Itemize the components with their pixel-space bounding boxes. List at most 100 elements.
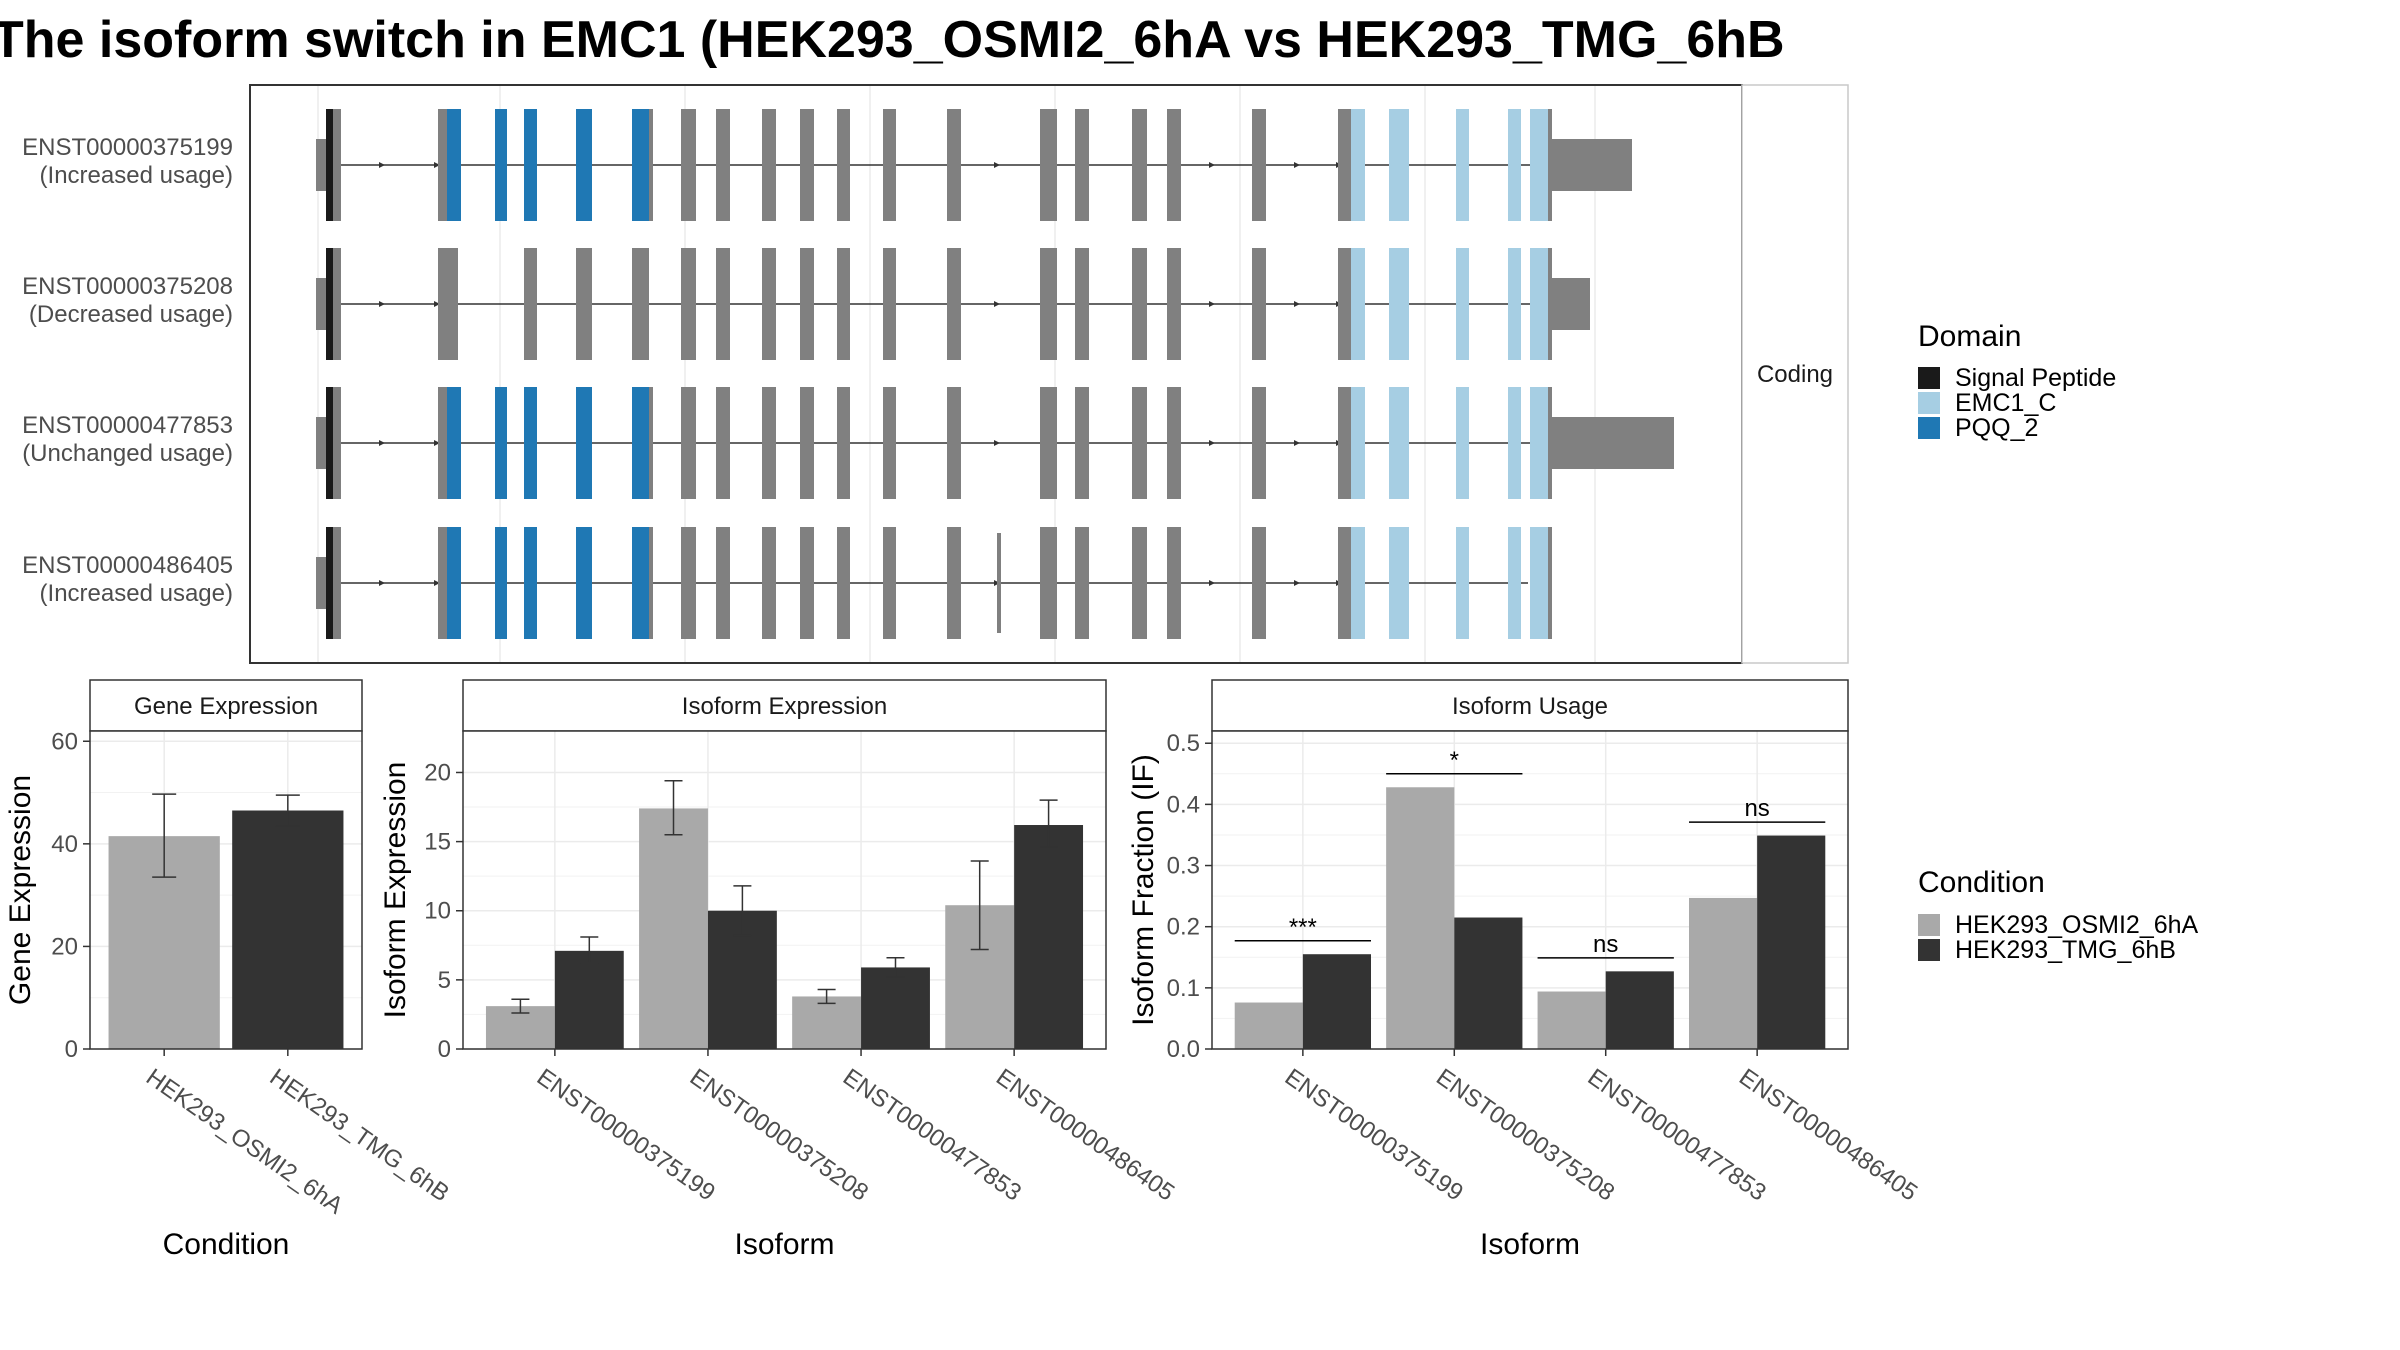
- y-tick-label: 0.1: [1167, 975, 1200, 1002]
- strand-arrow: [434, 162, 440, 168]
- figure-title: The isoform switch in EMC1 (HEK293_OSMI2…: [0, 11, 1785, 69]
- exon-block: [632, 248, 649, 360]
- transcript-row: [316, 527, 1552, 639]
- y-tick-label: 20: [51, 933, 78, 960]
- exon-block: [1040, 387, 1057, 499]
- condition-legend-label: HEK293_TMG_6hB: [1955, 936, 2176, 964]
- bar: [1014, 825, 1084, 1049]
- exon-block: [1548, 387, 1552, 499]
- y-axis-title: Isoform Expression: [379, 762, 412, 1019]
- strand-arrow: [1209, 301, 1215, 307]
- strand-arrow: [379, 440, 385, 446]
- pqq2-domain-segment: [447, 527, 461, 639]
- isoform-usage-label: (Increased usage): [40, 162, 233, 189]
- isoform-id-label: ENST00000477853: [22, 412, 233, 439]
- facet-strip: [1211, 679, 1849, 732]
- emc1c-domain-segment: [1351, 527, 1365, 639]
- utr-block: [316, 278, 326, 330]
- exon-block: [438, 527, 447, 639]
- exon-block: [762, 109, 776, 221]
- exon-block: [681, 109, 696, 221]
- exon-block: [1167, 387, 1181, 499]
- y-tick-label: 0.0: [1167, 1036, 1200, 1063]
- utr-block: [1552, 139, 1632, 191]
- strand-arrow: [1209, 580, 1215, 586]
- emc1c-domain-segment: [1508, 387, 1521, 499]
- emc1c-domain-segment: [1530, 387, 1548, 499]
- domain-legend-label: Signal Peptide: [1955, 364, 2116, 392]
- coding-strip: [1741, 84, 1849, 664]
- exon-block: [716, 109, 730, 221]
- x-axis-title: Isoform: [1480, 1228, 1580, 1261]
- y-tick-label: 0.2: [1167, 914, 1200, 941]
- emc1c-domain-segment: [1530, 109, 1548, 221]
- significance-label: *: [1450, 747, 1459, 774]
- exon-block: [1252, 248, 1266, 360]
- exon-block: [762, 527, 776, 639]
- utr-block: [1552, 278, 1590, 330]
- domain-legend-swatch: [1918, 392, 1940, 414]
- exon-block: [1075, 527, 1089, 639]
- exon-block: [1167, 248, 1181, 360]
- y-tick-label: 60: [51, 728, 78, 755]
- exon-block: [716, 387, 730, 499]
- domain-legend-swatch: [1918, 417, 1940, 439]
- bar: [1605, 971, 1674, 1049]
- significance-label: ***: [1289, 914, 1317, 941]
- exon-block: [649, 387, 653, 499]
- y-axis-title: Gene Expression: [4, 775, 37, 1005]
- exon-block: [1338, 109, 1351, 221]
- facet-strip-label: Isoform Usage: [1452, 693, 1608, 720]
- facet-strip: [462, 679, 1107, 732]
- emc1c-domain-segment: [1508, 527, 1521, 639]
- pqq2-domain-segment: [576, 109, 592, 221]
- exon-block: [947, 248, 961, 360]
- strand-arrow: [1294, 580, 1300, 586]
- emc1c-domain-segment: [1351, 109, 1365, 221]
- bar: [554, 950, 624, 1049]
- exon-block: [883, 248, 896, 360]
- pqq2-domain-segment: [495, 527, 507, 639]
- bar: [1302, 954, 1371, 1049]
- y-tick-label: 40: [51, 831, 78, 858]
- isoform-id-label: ENST00000486405: [22, 552, 233, 579]
- exon-block: [649, 109, 653, 221]
- bar: [792, 996, 862, 1049]
- exon-block: [1252, 527, 1266, 639]
- emc1c-domain-segment: [1389, 387, 1409, 499]
- exon-block: [438, 109, 447, 221]
- x-axis-title: Condition: [163, 1228, 290, 1261]
- bar: [1234, 1002, 1303, 1049]
- significance-label: ns: [1744, 795, 1769, 822]
- emc1c-domain-segment: [1351, 387, 1365, 499]
- emc1c-domain-segment: [1508, 248, 1521, 360]
- strand-arrow: [434, 301, 440, 307]
- domain-legend-label: PQQ_2: [1955, 414, 2038, 442]
- pqq2-domain-segment: [524, 387, 537, 499]
- strand-arrow: [379, 580, 385, 586]
- emc1c-domain-segment: [1351, 248, 1365, 360]
- domain-legend-swatch: [1918, 367, 1940, 389]
- exon-block: [1132, 387, 1147, 499]
- bar: [1386, 787, 1455, 1049]
- exon-block: [1132, 109, 1147, 221]
- exon-block: [333, 109, 341, 221]
- signal-peptide-segment: [326, 387, 333, 499]
- exon-block: [1338, 527, 1351, 639]
- exon-block: [524, 248, 537, 360]
- transcript-row: [316, 248, 1590, 360]
- exon-block: [333, 387, 341, 499]
- utr-block: [1552, 417, 1674, 469]
- exon-block: [1075, 387, 1089, 499]
- y-tick-label: 5: [438, 967, 451, 994]
- exon-block: [649, 527, 653, 639]
- transcript-row: [316, 387, 1674, 499]
- exon-block: [681, 527, 696, 639]
- signal-peptide-segment: [326, 109, 333, 221]
- strand-arrow: [994, 162, 1000, 168]
- utr-block: [316, 417, 326, 469]
- exon-block: [1548, 527, 1552, 639]
- exon-block: [883, 387, 896, 499]
- exon-block: [837, 109, 850, 221]
- bars: [485, 780, 1084, 1049]
